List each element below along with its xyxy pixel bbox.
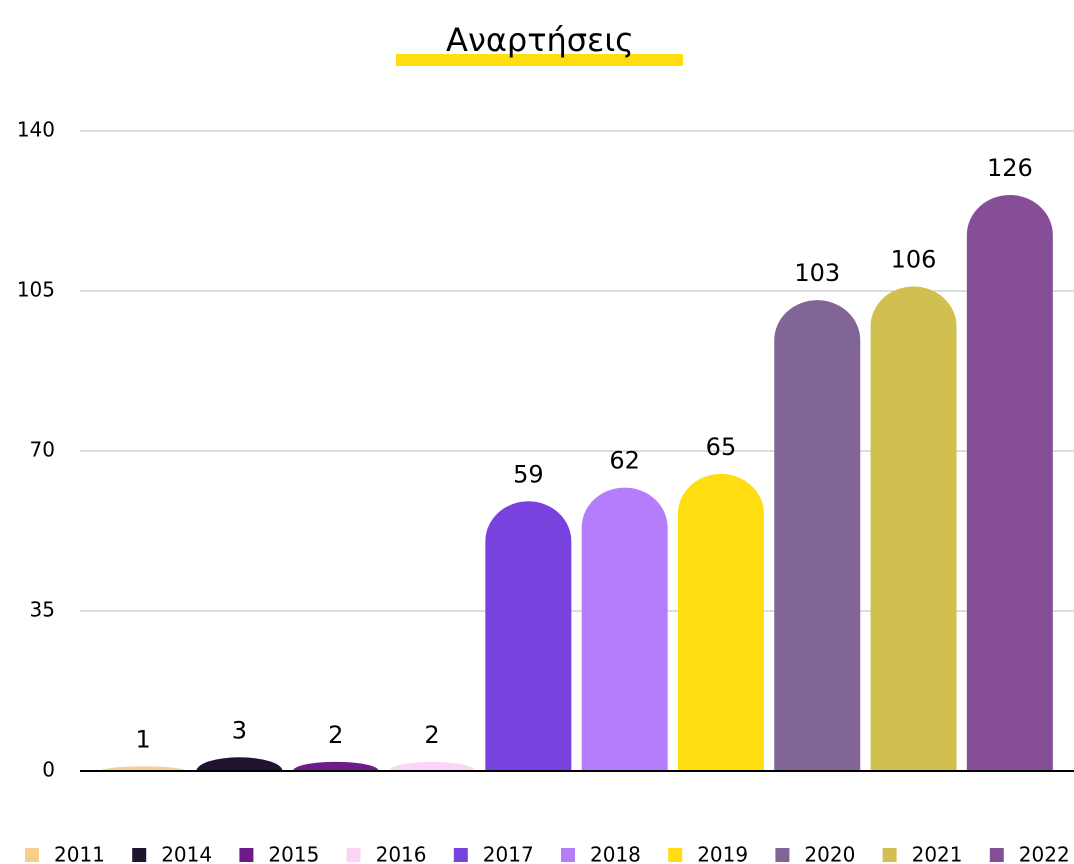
legend-swatch — [561, 848, 575, 862]
y-tick-label: 105 — [17, 278, 55, 302]
title-highlight — [396, 54, 683, 66]
data-label: 59 — [513, 460, 544, 488]
data-label: 2 — [424, 721, 439, 749]
bar — [100, 766, 187, 771]
legend-swatch — [346, 848, 361, 862]
bar — [292, 761, 379, 771]
data-label: 1 — [136, 725, 151, 753]
data-label: 3 — [232, 716, 247, 744]
legend-label: 2020 — [804, 843, 855, 864]
y-tick-label: 140 — [17, 118, 55, 142]
legend-swatch — [239, 848, 254, 862]
legend-swatch — [989, 848, 1004, 862]
bar — [677, 473, 764, 771]
legend-label: 2011 — [54, 843, 105, 864]
legend-label: 2015 — [268, 843, 319, 864]
chart-title: Αναρτήσεις — [446, 21, 634, 59]
bar — [966, 195, 1053, 771]
bar — [196, 757, 283, 771]
legend-swatch — [132, 848, 147, 862]
legend-swatch — [882, 848, 897, 862]
data-label: 62 — [609, 447, 640, 475]
y-tick-label: 70 — [30, 438, 55, 462]
bar — [485, 501, 572, 771]
legend-swatch — [453, 848, 468, 862]
bar — [774, 300, 861, 771]
legend-label: 2016 — [376, 843, 427, 864]
data-label: 126 — [987, 154, 1033, 182]
legend-label: 2018 — [590, 843, 641, 864]
legend-label: 2014 — [161, 843, 212, 864]
legend-label: 2019 — [697, 843, 748, 864]
data-label: 103 — [794, 259, 840, 287]
legend-label: 2021 — [912, 843, 963, 864]
legend-label: 2022 — [1019, 843, 1070, 864]
bar — [581, 487, 668, 771]
legend-label: 2017 — [483, 843, 534, 864]
legend-swatch — [25, 848, 39, 862]
data-label: 65 — [706, 433, 737, 461]
bar — [870, 286, 957, 771]
data-label: 106 — [891, 245, 937, 273]
bar — [389, 761, 476, 771]
legend-swatch — [668, 848, 683, 862]
y-tick-label: 0 — [42, 758, 55, 782]
legend-swatch — [775, 848, 790, 862]
data-label: 2 — [328, 721, 343, 749]
y-tick-label: 35 — [30, 598, 55, 622]
